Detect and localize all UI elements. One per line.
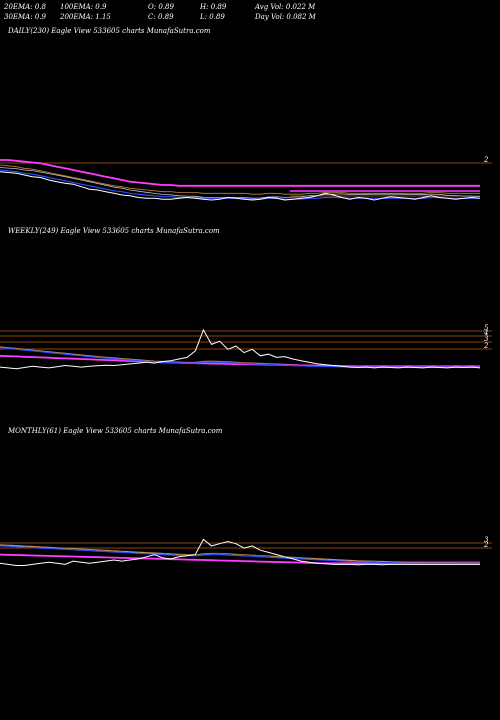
weekly-tick-label-5: 5 xyxy=(484,324,489,332)
weekly-price-line xyxy=(0,328,481,370)
daily-ema-long-line xyxy=(0,159,480,187)
daily-tick-label-2: 2 xyxy=(483,156,489,164)
weekly-tick-label-2: 2 xyxy=(483,342,489,350)
ema30-label: 30EMA: 0.9 xyxy=(4,13,46,21)
high-label: H: 0.89 xyxy=(200,3,227,11)
weekly-tick-label-3: 3 xyxy=(484,335,489,343)
daily-ema-other-line xyxy=(0,164,480,195)
weekly-ema-long-line xyxy=(0,354,480,368)
daily-ema-mid-line xyxy=(0,167,481,199)
monthly-price-line xyxy=(0,538,480,566)
monthly-tick-label-2: 2 xyxy=(483,541,489,549)
daily-price-line xyxy=(0,171,481,201)
monthly-ema-short-line xyxy=(0,545,480,564)
monthly-tick-label-3: 3 xyxy=(484,536,489,544)
daily-ema-short-line xyxy=(0,169,480,200)
ema200-label: 200EMA: 1.15 xyxy=(60,13,111,21)
monthly-ema-other-line xyxy=(0,544,480,563)
ema20-label: 20EMA: 0.8 xyxy=(4,3,46,11)
avg-vol-label: Avg Vol: 0.022 M xyxy=(255,3,316,11)
ema100-label: 100EMA: 0.9 xyxy=(60,3,107,11)
close-label: C: 0.89 xyxy=(148,13,174,21)
weekly-ema-short-line xyxy=(0,347,480,368)
daily-chart-title: DAILY(230) Eagle View 533605 charts Muna… xyxy=(8,27,211,35)
weekly-tick-label-4: 4 xyxy=(483,329,488,337)
open-label: O: 0.89 xyxy=(148,3,174,11)
monthly-chart-title: MONTHLY(61) Eagle View 533605 charts Mun… xyxy=(8,427,223,435)
weekly-chart-title: WEEKLY(249) Eagle View 533605 charts Mun… xyxy=(8,227,220,235)
low-label: L: 0.89 xyxy=(200,13,225,21)
day-vol-label: Day Vol: 0.082 M xyxy=(255,13,316,21)
